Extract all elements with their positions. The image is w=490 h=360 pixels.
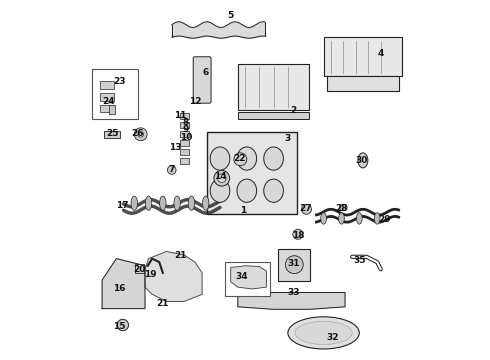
Bar [327,76,398,91]
Text: 28: 28 [335,204,348,213]
Text: 26: 26 [132,129,144,138]
Text: 21: 21 [174,251,187,260]
Text: 21: 21 [157,299,169,308]
Text: 31: 31 [287,260,299,269]
Ellipse shape [210,147,230,170]
Bar [278,249,310,281]
Circle shape [214,170,230,186]
Text: 25: 25 [107,129,119,138]
Ellipse shape [160,196,166,210]
Bar [100,93,114,101]
Circle shape [234,153,247,166]
Text: 20: 20 [133,265,146,274]
Bar [180,158,189,163]
Ellipse shape [339,213,344,224]
Bar [225,262,270,296]
Circle shape [168,166,176,174]
Text: 5: 5 [227,11,234,20]
Bar [100,105,114,112]
Text: 32: 32 [326,333,339,342]
Circle shape [138,131,144,137]
Ellipse shape [237,179,257,202]
Text: 29: 29 [378,215,391,224]
Ellipse shape [210,179,230,202]
Circle shape [134,128,147,141]
Bar [135,264,144,273]
Ellipse shape [131,196,138,210]
Text: 8: 8 [183,118,189,127]
Ellipse shape [264,147,283,170]
Polygon shape [145,251,202,301]
Text: 13: 13 [169,143,182,152]
Text: 33: 33 [287,288,299,297]
Ellipse shape [374,213,380,224]
Circle shape [285,256,303,274]
Ellipse shape [237,147,257,170]
Text: 3: 3 [285,134,291,143]
Circle shape [117,319,128,331]
Bar [180,122,189,128]
Ellipse shape [295,321,352,345]
Ellipse shape [146,196,152,210]
Polygon shape [238,293,345,309]
FancyBboxPatch shape [193,57,211,103]
Bar [109,105,115,114]
Ellipse shape [321,213,326,224]
Bar [180,149,189,155]
Polygon shape [231,266,267,289]
Text: 18: 18 [293,231,305,240]
Text: 14: 14 [214,172,226,181]
Text: 12: 12 [189,97,201,106]
Text: 19: 19 [144,270,157,279]
Text: 11: 11 [174,111,187,120]
Text: 9: 9 [183,126,189,135]
Text: 15: 15 [113,322,125,331]
Text: 34: 34 [235,272,248,281]
Text: 1: 1 [240,206,246,215]
Bar [92,69,138,119]
Text: 16: 16 [113,284,125,293]
Text: 2: 2 [290,106,296,115]
Ellipse shape [358,153,368,168]
Text: 24: 24 [102,97,115,106]
Circle shape [301,204,312,214]
Bar [104,131,120,138]
Bar [238,64,309,111]
Text: 4: 4 [378,49,384,58]
Text: 22: 22 [233,154,246,163]
Text: 10: 10 [180,132,192,141]
Bar [180,131,189,137]
Circle shape [293,229,303,239]
Ellipse shape [174,196,180,210]
Ellipse shape [288,317,359,349]
Text: 35: 35 [353,256,366,265]
Text: 17: 17 [116,201,128,210]
Text: 6: 6 [202,68,209,77]
Text: 30: 30 [355,156,368,165]
Text: 27: 27 [299,204,312,213]
Ellipse shape [188,196,195,210]
Text: 7: 7 [169,165,175,174]
Bar [180,113,189,119]
Polygon shape [102,258,145,309]
Ellipse shape [339,204,347,211]
Ellipse shape [202,196,209,210]
Ellipse shape [264,179,283,202]
Bar [100,81,114,89]
Bar [238,112,309,119]
Bar [323,37,402,76]
Ellipse shape [356,213,362,224]
Bar [180,140,189,146]
Bar [207,132,297,214]
Circle shape [218,174,226,183]
Text: 23: 23 [113,77,125,86]
